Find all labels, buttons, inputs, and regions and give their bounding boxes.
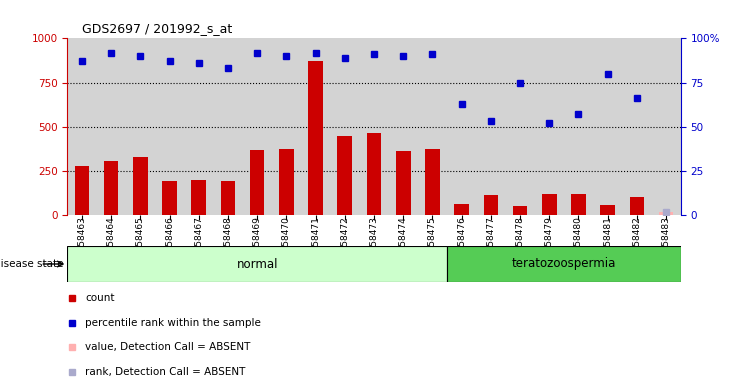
Text: GSM158463: GSM158463 xyxy=(78,216,87,271)
Text: GSM158468: GSM158468 xyxy=(224,216,233,271)
Bar xyxy=(67,246,447,282)
Text: GSM158469: GSM158469 xyxy=(253,216,262,271)
Bar xyxy=(242,38,272,215)
Text: GSM158476: GSM158476 xyxy=(457,216,466,271)
Bar xyxy=(622,38,652,215)
Text: rank, Detection Call = ABSENT: rank, Detection Call = ABSENT xyxy=(85,367,245,377)
Text: teratozoospermia: teratozoospermia xyxy=(512,258,616,270)
Bar xyxy=(359,38,389,215)
Bar xyxy=(330,38,359,215)
Text: count: count xyxy=(85,293,114,303)
Bar xyxy=(337,136,352,215)
Bar xyxy=(593,38,622,215)
Bar xyxy=(447,38,476,215)
Bar xyxy=(601,205,615,215)
Text: GSM158474: GSM158474 xyxy=(399,216,408,271)
Bar xyxy=(279,149,294,215)
Bar xyxy=(418,38,447,215)
Bar xyxy=(213,38,242,215)
Text: GSM158475: GSM158475 xyxy=(428,216,437,271)
Text: GSM158483: GSM158483 xyxy=(661,216,670,271)
Bar xyxy=(96,38,126,215)
Bar xyxy=(454,204,469,215)
Bar xyxy=(133,157,147,215)
Bar xyxy=(155,38,184,215)
Bar xyxy=(221,180,236,215)
Bar xyxy=(506,38,535,215)
Text: GSM158465: GSM158465 xyxy=(136,216,145,271)
Text: GSM158472: GSM158472 xyxy=(340,216,349,271)
Text: GSM158481: GSM158481 xyxy=(603,216,612,271)
Text: value, Detection Call = ABSENT: value, Detection Call = ABSENT xyxy=(85,342,251,352)
Bar xyxy=(308,61,323,215)
Bar xyxy=(184,38,213,215)
Text: GSM158473: GSM158473 xyxy=(370,216,378,271)
Bar xyxy=(659,212,673,215)
Text: GSM158466: GSM158466 xyxy=(165,216,174,271)
Text: GDS2697 / 201992_s_at: GDS2697 / 201992_s_at xyxy=(82,22,233,35)
Bar xyxy=(425,149,440,215)
Bar xyxy=(367,133,381,215)
Bar xyxy=(126,38,155,215)
Bar xyxy=(67,38,96,215)
Text: GSM158477: GSM158477 xyxy=(486,216,495,271)
Bar xyxy=(104,161,118,215)
Bar xyxy=(542,194,557,215)
Text: GSM158480: GSM158480 xyxy=(574,216,583,271)
Text: GSM158470: GSM158470 xyxy=(282,216,291,271)
Text: GSM158464: GSM158464 xyxy=(107,216,116,271)
Bar xyxy=(75,166,89,215)
Text: GSM158467: GSM158467 xyxy=(194,216,203,271)
Text: GSM158479: GSM158479 xyxy=(545,216,554,271)
Bar xyxy=(396,151,411,215)
Bar xyxy=(447,246,681,282)
Bar xyxy=(389,38,418,215)
Text: GSM158471: GSM158471 xyxy=(311,216,320,271)
Bar xyxy=(272,38,301,215)
Bar xyxy=(652,38,681,215)
Bar xyxy=(162,180,177,215)
Text: normal: normal xyxy=(236,258,278,270)
Bar xyxy=(535,38,564,215)
Bar xyxy=(571,194,586,215)
Text: percentile rank within the sample: percentile rank within the sample xyxy=(85,318,261,328)
Text: disease state: disease state xyxy=(0,259,64,269)
Text: GSM158478: GSM158478 xyxy=(515,216,524,271)
Bar xyxy=(564,38,593,215)
Bar xyxy=(476,38,506,215)
Bar xyxy=(483,195,498,215)
Text: GSM158482: GSM158482 xyxy=(632,216,641,271)
Bar xyxy=(512,206,527,215)
Bar xyxy=(301,38,330,215)
Bar xyxy=(191,180,206,215)
Bar xyxy=(630,197,644,215)
Bar xyxy=(250,150,265,215)
